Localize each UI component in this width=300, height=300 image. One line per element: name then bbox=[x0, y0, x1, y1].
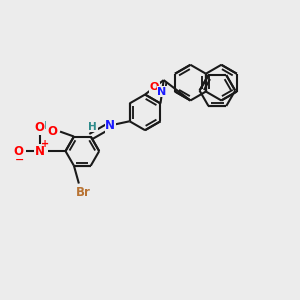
Text: −: − bbox=[15, 155, 25, 165]
Text: +: + bbox=[40, 139, 49, 149]
Text: N: N bbox=[35, 145, 45, 158]
Text: Br: Br bbox=[75, 186, 90, 199]
Text: N: N bbox=[158, 87, 167, 97]
Text: O: O bbox=[13, 145, 23, 158]
Text: H: H bbox=[38, 121, 46, 130]
Text: O: O bbox=[35, 121, 45, 134]
Text: O: O bbox=[47, 125, 57, 138]
Text: N: N bbox=[105, 119, 115, 132]
Text: O: O bbox=[150, 82, 159, 92]
Text: H: H bbox=[88, 122, 97, 132]
